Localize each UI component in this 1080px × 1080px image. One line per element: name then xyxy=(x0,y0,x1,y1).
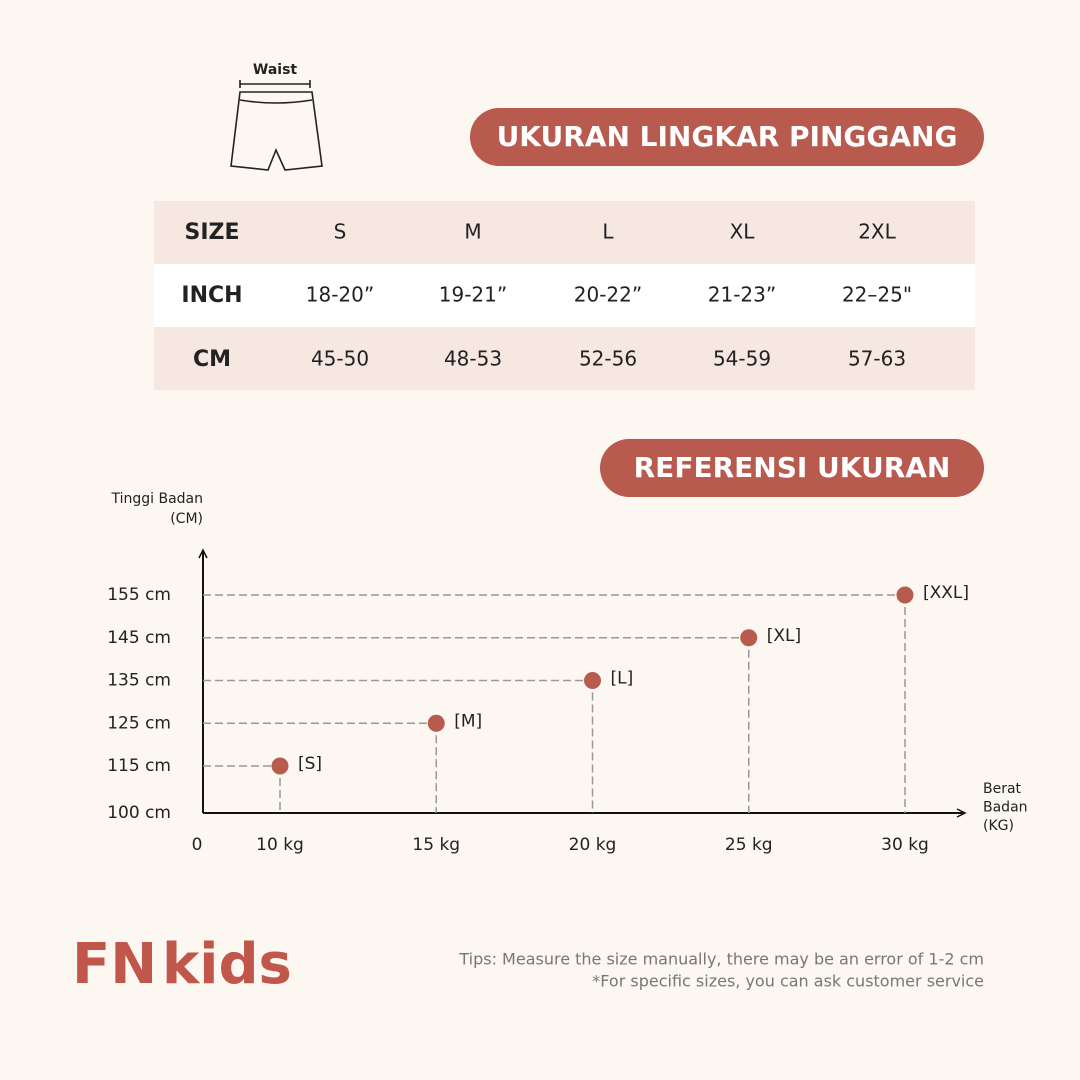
row-header: CM xyxy=(193,347,231,372)
table-cell: M xyxy=(464,220,481,244)
badge xyxy=(470,108,984,166)
table-cell: 57-63 xyxy=(848,347,906,371)
point xyxy=(740,629,758,647)
row-header: INCH xyxy=(181,283,242,308)
size-table: SIZE S M L XL 2XL INCH 18-20” 19-21” 20-22” 21-23”… xyxy=(181,220,912,373)
badge xyxy=(600,439,984,497)
tip: *For specific sizes, you can ask custome… xyxy=(592,972,984,991)
table-cell: 52-56 xyxy=(579,347,637,371)
logo-name: kids xyxy=(162,932,292,997)
x-tick-label: 15 kg xyxy=(412,835,460,855)
badge-text: REFERENSI UKURAN xyxy=(634,451,951,484)
point xyxy=(896,586,914,604)
table-cell: 18-20” xyxy=(306,283,374,307)
point xyxy=(427,714,445,732)
logo-brand: FN xyxy=(72,932,157,997)
table-row-bg xyxy=(154,264,975,327)
x-tick-label: 10 kg xyxy=(256,835,304,855)
table-cell: XL xyxy=(730,220,756,244)
point-label: [L] xyxy=(611,669,634,689)
x-axis-title: Badan xyxy=(983,800,1028,816)
table-cell: 20-22” xyxy=(574,283,642,307)
x-axis-title: (KG) xyxy=(983,818,1014,834)
point xyxy=(271,757,289,775)
point-label: [S] xyxy=(298,754,322,774)
y-axis-arrow xyxy=(198,548,208,559)
row-header: SIZE xyxy=(184,220,239,245)
x-tick-label: 20 kg xyxy=(569,835,617,855)
tip: Tips: Measure the size manually, there m… xyxy=(458,950,984,969)
chart: Tinggi Badan (CM) Berat Badan (KG) 100 cm 115 … xyxy=(107,491,1027,855)
y-axis-title: Tinggi Badan xyxy=(110,491,203,507)
x-axis-arrow xyxy=(956,808,967,818)
x-tick-label: 0 xyxy=(192,835,203,855)
point-label: [M] xyxy=(454,711,482,731)
table-cell: 48-53 xyxy=(444,347,502,371)
table-row-bg xyxy=(154,327,975,390)
y-tick-label: 155 cm xyxy=(107,585,171,605)
y-tick-label: 115 cm xyxy=(107,756,171,776)
table-cell: 45-50 xyxy=(311,347,369,371)
y-tick-label: 125 cm xyxy=(107,713,171,733)
waist-label: Waist xyxy=(253,62,298,78)
x-tick-label: 25 kg xyxy=(725,835,773,855)
y-tick-label: 100 cm xyxy=(107,803,171,823)
table-cell: S xyxy=(334,220,347,244)
y-tick-label: 135 cm xyxy=(107,671,171,691)
table-cell: 2XL xyxy=(858,220,896,244)
point-label: [XL] xyxy=(767,626,801,646)
table-row-bg xyxy=(154,201,975,264)
point-label: [XXL] xyxy=(923,583,969,603)
table-cell: 22–25" xyxy=(842,283,912,307)
table-cell: L xyxy=(602,220,614,244)
shorts-icon xyxy=(230,80,323,171)
badge-text: UKURAN LINGKAR PINGGANG xyxy=(497,120,958,153)
table-cell: 19-21” xyxy=(439,283,507,307)
point xyxy=(584,672,601,689)
table-cell: 21-23” xyxy=(708,283,776,307)
x-tick-label: 30 kg xyxy=(881,835,929,855)
table-cell: 54-59 xyxy=(713,347,771,371)
y-tick-label: 145 cm xyxy=(107,628,171,648)
y-axis-title: (CM) xyxy=(170,511,203,527)
x-axis-title: Berat xyxy=(983,781,1022,797)
